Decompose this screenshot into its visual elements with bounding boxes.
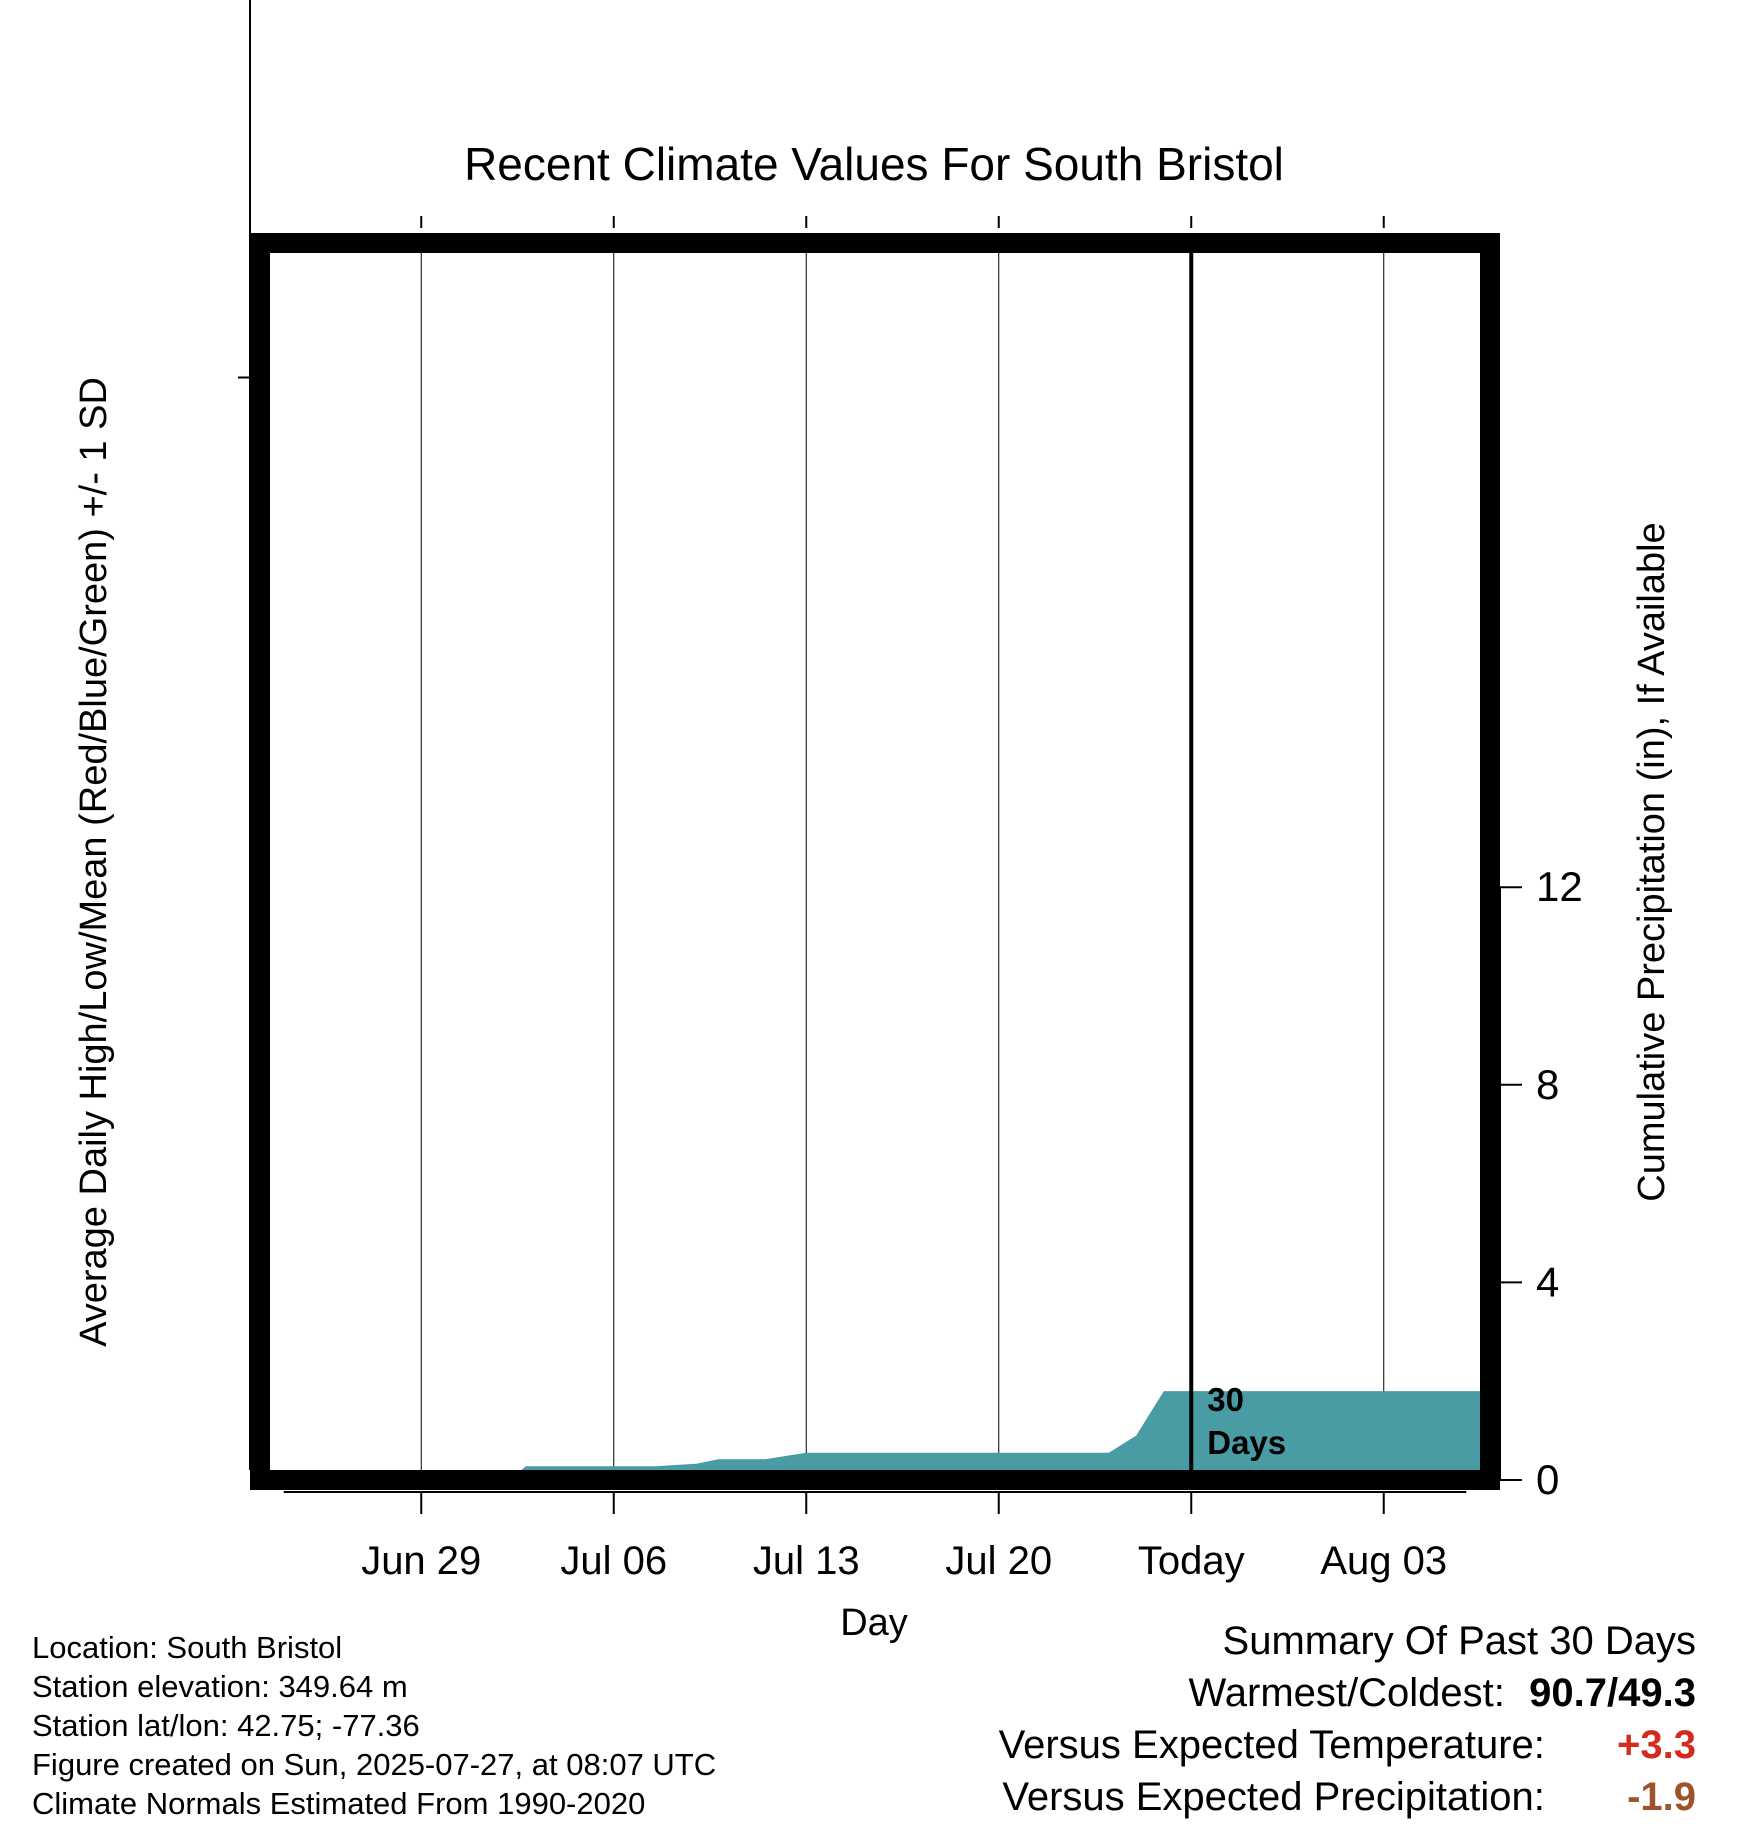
- x-tick-label: Jul 06: [560, 1539, 667, 1583]
- summary-warmest: Warmest/Coldest: 90.7/49.3: [1189, 1668, 1697, 1718]
- summary-temperature: Versus Expected Temperature: +3.3: [999, 1720, 1696, 1770]
- temp-anomaly-label: Versus Expected Temperature:: [998, 1723, 1545, 1767]
- x-tick-label: Jun 29: [361, 1539, 481, 1583]
- precip-period-label: 30: [1207, 1381, 1244, 1418]
- normals-text: Climate Normals Estimated From 1990-2020: [32, 1786, 646, 1821]
- x-tick-label: Jul 20: [945, 1539, 1052, 1583]
- warmest-value: 90.7/49.3: [1529, 1671, 1696, 1715]
- y-axis-label-left: Average Daily High/Low/Mean (Red/Blue/Gr…: [73, 377, 115, 1347]
- y-right-tick-label: 0: [1536, 1456, 1559, 1503]
- summary-title: Summary Of Past 30 Days: [1222, 1619, 1696, 1663]
- precip-area: [270, 1391, 1480, 1480]
- location-text: Location: South Bristol: [32, 1630, 343, 1665]
- x-tick-label: Jul 13: [753, 1539, 860, 1583]
- elevation-text: Station elevation: 349.64 m: [32, 1669, 408, 1704]
- precip-period-label-2: Days: [1207, 1424, 1286, 1461]
- chart-title: Recent Climate Values For South Bristol: [464, 138, 1284, 190]
- latlon-text: Station lat/lon: 42.75; -77.36: [32, 1708, 420, 1743]
- x-tick-label: Aug 03: [1320, 1539, 1447, 1583]
- y-right-tick-label: 4: [1536, 1258, 1559, 1305]
- precip-anomaly-value: -1.9: [1627, 1775, 1696, 1819]
- y-right-tick-label: 8: [1536, 1061, 1559, 1108]
- x-axis-label: Day: [840, 1602, 908, 1644]
- plot-frame: [250, 233, 1500, 1490]
- created-text: Figure created on Sun, 2025-07-27, at 08…: [32, 1747, 717, 1782]
- precip-anomaly-label: Versus Expected Precipitation:: [1002, 1775, 1545, 1819]
- temp-anomaly-value: +3.3: [1617, 1723, 1696, 1767]
- x-tick-label: Today: [1138, 1539, 1245, 1583]
- y-axis-label-right: Cumulative Precipitation (in), If Availa…: [1631, 522, 1673, 1201]
- y-right-tick-label: 12: [1536, 863, 1583, 910]
- summary-precipitation: Versus Expected Precipitation: -1.9: [1002, 1772, 1696, 1822]
- warmest-label: Warmest/Coldest:: [1188, 1671, 1505, 1715]
